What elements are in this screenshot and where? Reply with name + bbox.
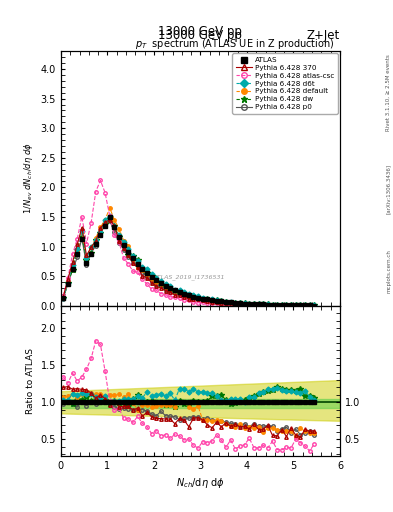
Legend: ATLAS, Pythia 6.428 370, Pythia 6.428 atlas-csc, Pythia 6.428 d6t, Pythia 6.428 : ATLAS, Pythia 6.428 370, Pythia 6.428 at… bbox=[232, 53, 338, 114]
Text: mcplots.cern.ch: mcplots.cern.ch bbox=[386, 249, 391, 293]
Y-axis label: Ratio to ATLAS: Ratio to ATLAS bbox=[26, 348, 35, 414]
Text: ATLAS_2019_I1736531: ATLAS_2019_I1736531 bbox=[154, 275, 225, 281]
Text: 13000 GeV pp: 13000 GeV pp bbox=[158, 29, 242, 42]
Text: Z+Jet: Z+Jet bbox=[307, 29, 340, 42]
Text: 13000 GeV pp: 13000 GeV pp bbox=[158, 26, 242, 38]
Y-axis label: $1/N_{ev}$ $dN_{ch}/d\eta$ $d\phi$: $1/N_{ev}$ $dN_{ch}/d\eta$ $d\phi$ bbox=[22, 143, 35, 215]
Text: $p_T$  spectrum (ATLAS UE in Z production): $p_T$ spectrum (ATLAS UE in Z production… bbox=[135, 37, 334, 51]
X-axis label: $N_{ch}$/d$\eta$ d$\phi$: $N_{ch}$/d$\eta$ d$\phi$ bbox=[176, 476, 225, 490]
Text: Rivet 3.1.10, ≥ 2.5M events: Rivet 3.1.10, ≥ 2.5M events bbox=[386, 54, 391, 131]
Text: [arXiv:1306.3436]: [arXiv:1306.3436] bbox=[386, 164, 391, 215]
